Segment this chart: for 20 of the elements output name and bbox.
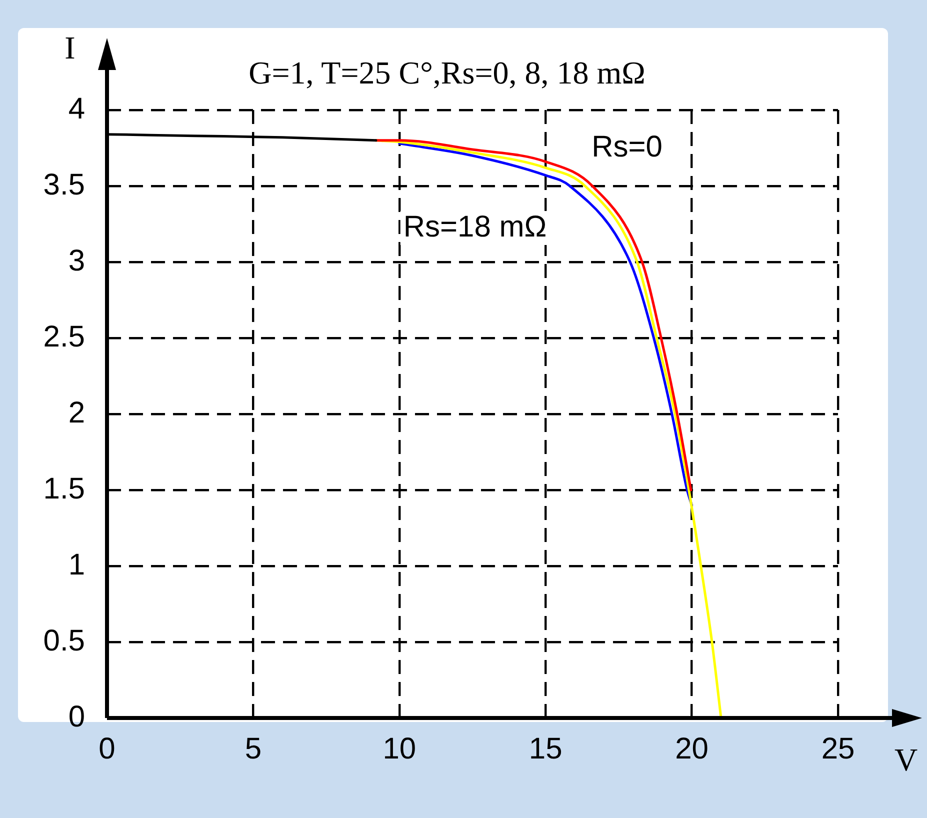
x-axis-title: V [894,741,918,778]
x-tick-label: 20 [675,732,708,766]
y-tick-label: 2.5 [43,320,85,354]
x-tick-label: 10 [382,732,416,766]
y-tick-label: 2 [68,396,85,430]
y-tick-label: 1.5 [43,472,85,506]
y-tick-label: 4 [68,92,85,126]
x-tick-label: 0 [98,732,116,766]
y-tick-label: 0 [68,700,85,734]
y-tick-label: 3 [68,244,85,278]
y-axis-title: I [64,29,76,66]
x-tick-label: 5 [244,732,262,766]
chart-title: G=1, T=25 C°,Rs=0, 8, 18 mΩ [248,54,646,90]
x-tick-label: 15 [528,732,562,766]
x-tick-label: 25 [821,732,855,766]
y-tick-label: 1 [68,548,85,582]
series-label: Rs=18 mΩ [403,210,547,244]
series-label: Rs=0 [592,130,662,164]
y-tick-label: 0.5 [43,624,85,658]
y-tick-label: 3.5 [43,168,85,202]
